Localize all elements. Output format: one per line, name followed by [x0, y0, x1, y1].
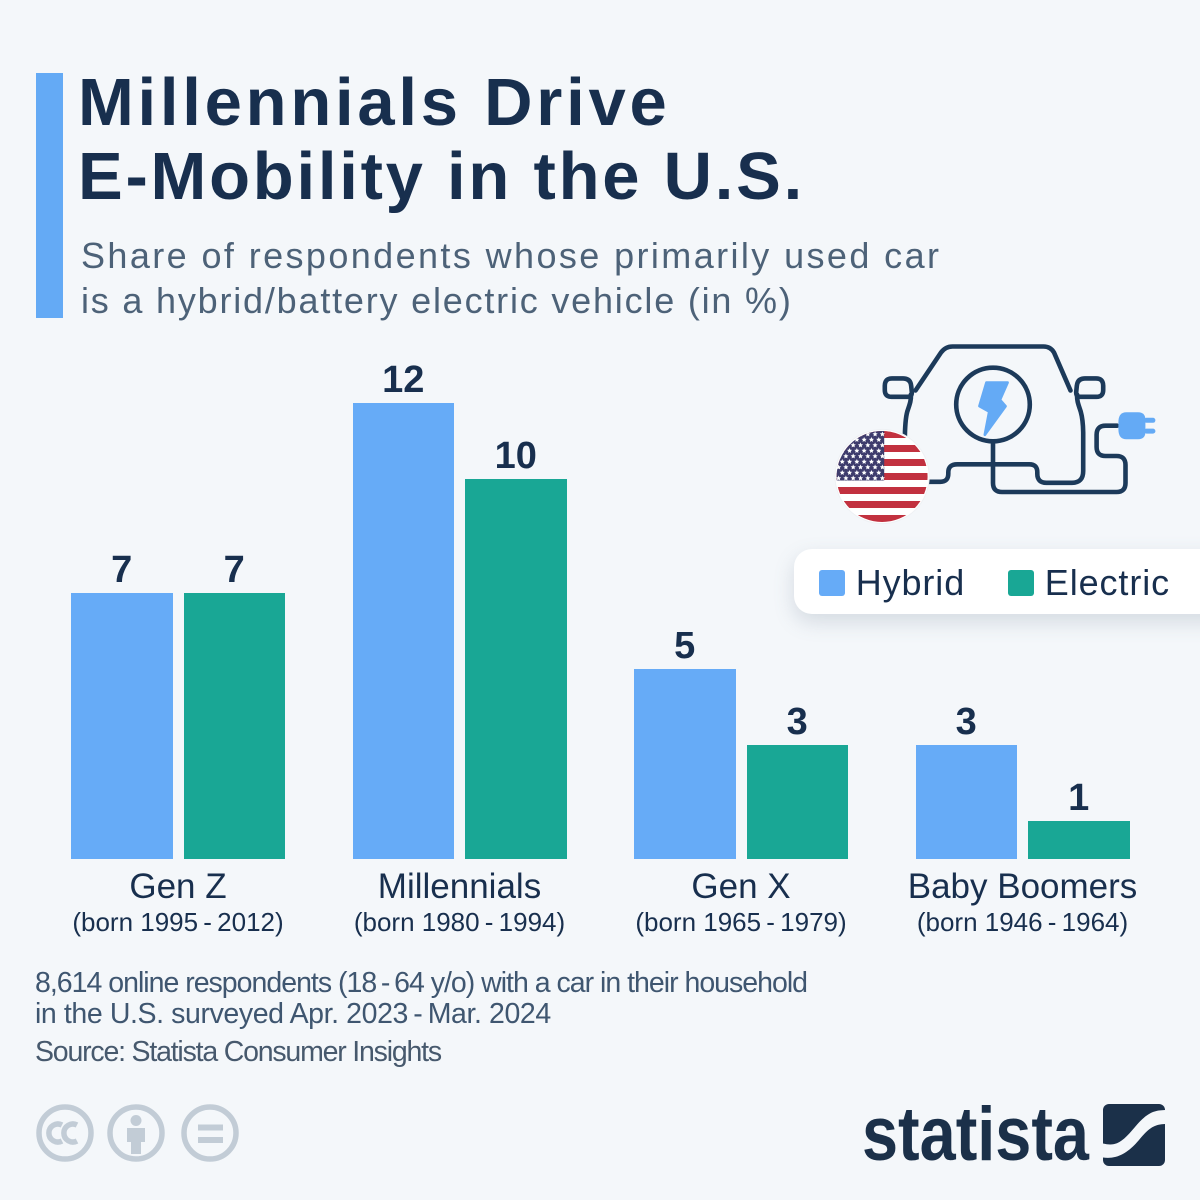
- svg-text:statista: statista: [862, 1095, 1090, 1177]
